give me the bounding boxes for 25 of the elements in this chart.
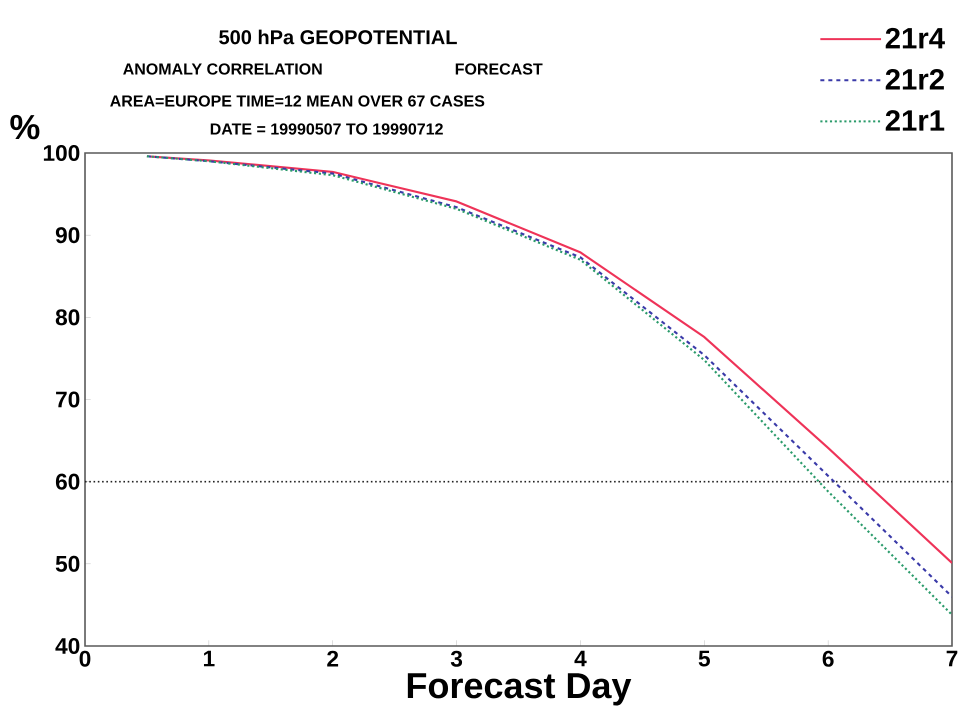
text: FORECAST — [456, 63, 543, 75]
x-tick-label: 4 — [574, 650, 587, 666]
legend-label: 21r2 — [886, 68, 944, 90]
x-tick-label: 2 — [327, 650, 338, 667]
y-tick-label: 70 — [56, 391, 80, 408]
text: DATE = 19990507 TO 19990712 — [210, 123, 443, 135]
x-tick-label: 7 — [946, 650, 958, 666]
x-axis-title: Forecast Day — [408, 673, 632, 706]
legend-label: 21r4 — [886, 28, 945, 48]
x-tick-label: 3 — [450, 650, 462, 667]
chart-title: 500 hPa GEOPOTENTIAL — [219, 30, 457, 44]
x-tick-label: 1 — [204, 650, 215, 666]
y-tick-label: 40 — [55, 638, 80, 654]
text: AREA=EUROPE TIME=12 MEAN OVER 67 CASES — [110, 95, 484, 107]
x-tick-label: 6 — [822, 650, 834, 667]
y-tick-label: 50 — [56, 556, 80, 572]
y-axis-title: % — [10, 114, 40, 140]
y-tick-label: 60 — [56, 474, 80, 490]
x-tick-label: 5 — [698, 650, 710, 667]
x-tick-label: 0 — [80, 650, 90, 667]
y-tick-label: 80 — [56, 309, 80, 326]
legend-label: 21r1 — [886, 110, 944, 131]
y-tick-label: 90 — [56, 227, 80, 244]
chart-subtitle: ANOMALY CORRELATION — [123, 63, 322, 75]
y-tick-label: 100 — [44, 144, 80, 162]
